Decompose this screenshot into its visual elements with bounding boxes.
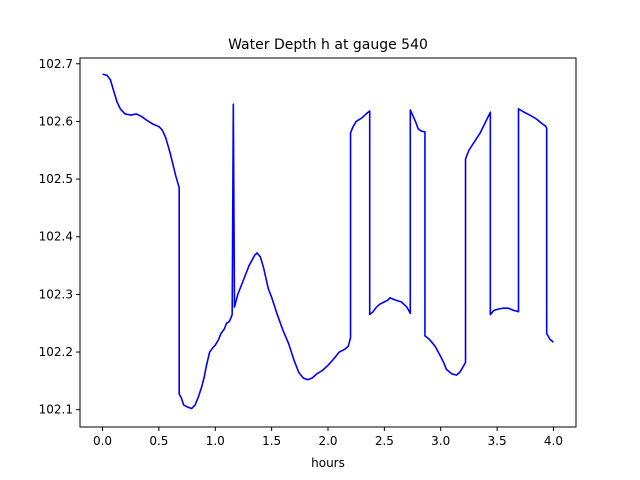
y-axis-ticks: 102.1 102.2 102.3 102.4 102.5 102.6 102.7: [39, 57, 80, 417]
x-axis-label: hours: [311, 456, 345, 470]
y-tick-label: 102.6: [39, 114, 73, 128]
x-tick-label: 0.5: [149, 434, 168, 448]
x-tick-label: 1.5: [262, 434, 281, 448]
x-tick-label: 2.0: [318, 434, 337, 448]
x-tick-label: 0.0: [93, 434, 112, 448]
y-tick-label: 102.7: [39, 57, 73, 71]
x-tick-label: 2.5: [375, 434, 394, 448]
y-tick-label: 102.4: [39, 230, 73, 244]
y-tick-label: 102.3: [39, 287, 73, 301]
x-tick-label: 1.0: [206, 434, 225, 448]
y-tick-label: 102.2: [39, 345, 73, 359]
axes-frame: [79, 57, 577, 428]
y-tick-label: 102.5: [39, 172, 73, 186]
x-tick-label: 3.5: [488, 434, 507, 448]
x-axis-ticks: 0.0 0.5 1.0 1.5 2.0 2.5 3.0 3.5 4.0: [93, 427, 563, 448]
x-tick-label: 4.0: [544, 434, 563, 448]
x-tick-label: 3.0: [431, 434, 450, 448]
series-line: [102, 73, 554, 410]
y-tick-label: 102.1: [39, 403, 73, 417]
chart-title: Water Depth h at gauge 540: [228, 37, 428, 53]
plot-area: [102, 73, 554, 410]
